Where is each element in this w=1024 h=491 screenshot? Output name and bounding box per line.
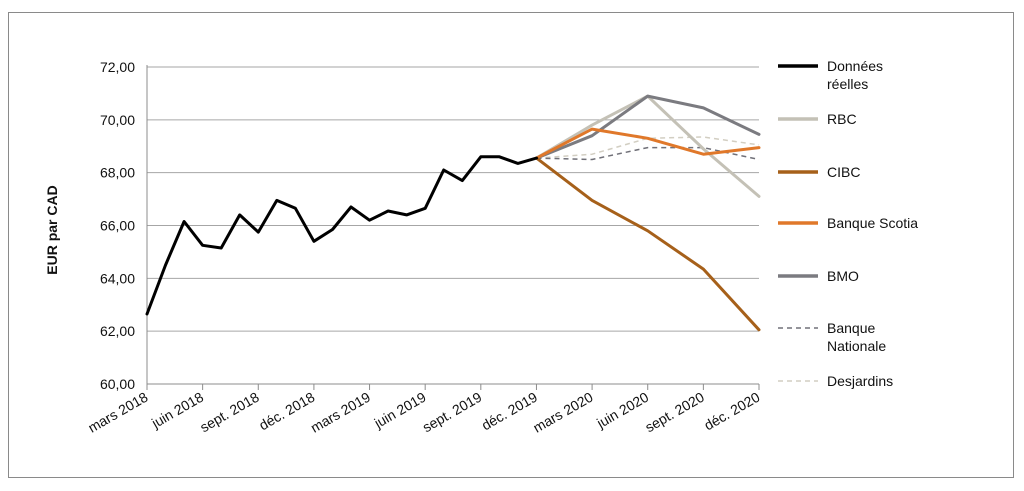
- x-tick-label: juin 2019: [371, 389, 429, 432]
- series-line-6: [536, 136, 760, 159]
- x-tick-label: juin 2020: [593, 389, 651, 432]
- x-tick-label: mars 2019: [308, 389, 373, 436]
- legend-label: BMO: [827, 268, 859, 284]
- y-tick-label: 64,00: [100, 270, 135, 286]
- x-tick-label: sept. 2018: [197, 389, 262, 436]
- legend: Données réelles RBC CIBC Banque Scotia BMO Ban…: [778, 58, 918, 389]
- series-line-3: [535, 127, 761, 160]
- series-line-2: [535, 156, 761, 332]
- gridlines: [147, 66, 759, 332]
- legend-label: Données: [827, 58, 883, 74]
- y-tick-label: 72,00: [100, 59, 135, 75]
- series-line-4: [535, 94, 761, 160]
- legend-label: CIBC: [827, 164, 860, 180]
- y-axis-label: EUR par CAD: [44, 185, 60, 274]
- legend-label: Desjardins: [827, 373, 893, 389]
- x-tick-label: mars 2018: [85, 389, 150, 436]
- legend-label: RBC: [827, 111, 857, 127]
- axes: [146, 65, 760, 390]
- legend-label: Banque Scotia: [827, 215, 918, 231]
- chart-frame: [8, 12, 1014, 478]
- legend-label: Nationale: [827, 338, 886, 354]
- x-tick-label: sept. 2020: [642, 389, 707, 436]
- y-tick-label: 68,00: [100, 165, 135, 181]
- x-tick-label: déc. 2020: [701, 389, 762, 434]
- x-tick-label: juin 2018: [148, 389, 206, 432]
- y-tick-labels: 60,00 62,00 64,00 66,00 68,00 70,00 72,00: [100, 59, 135, 392]
- x-tick-label: déc. 2019: [479, 389, 540, 434]
- x-tick-label: déc. 2018: [256, 389, 317, 434]
- legend-label: réelles: [827, 76, 868, 92]
- series-line-5: [536, 146, 760, 161]
- y-tick-label: 70,00: [100, 112, 135, 128]
- y-tick-label: 66,00: [100, 218, 135, 234]
- legend-label: Banque: [827, 320, 875, 336]
- series-lines: [145, 94, 761, 332]
- x-tick-label: mars 2020: [530, 389, 595, 436]
- y-tick-label: 60,00: [100, 376, 135, 392]
- x-tick-label: sept. 2019: [420, 389, 485, 436]
- series-line-0: [145, 155, 538, 316]
- y-tick-label: 62,00: [100, 323, 135, 339]
